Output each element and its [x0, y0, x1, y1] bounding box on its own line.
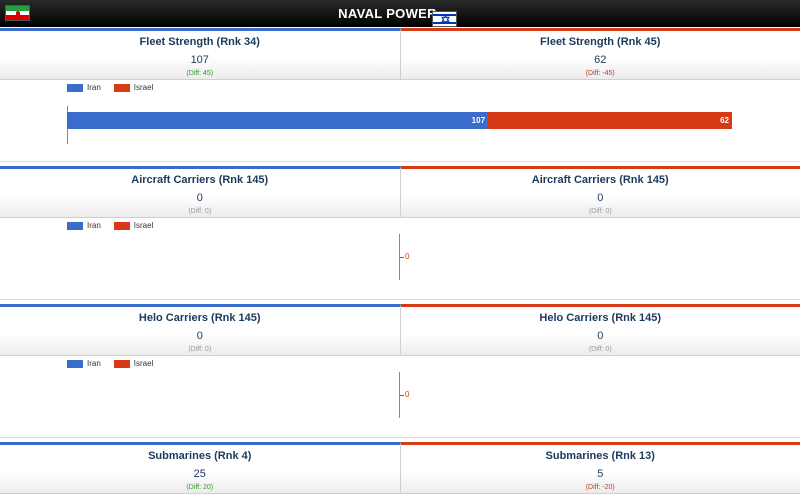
legend-swatch-israel	[113, 359, 130, 368]
page-header: NAVAL POWER	[0, 0, 800, 27]
zero-label: 0	[405, 390, 410, 399]
section-helo-carriers: Helo Carriers (Rnk 145) 0 (Diff: 0) Helo…	[0, 304, 800, 442]
stat-diff: (Diff: 0)	[588, 346, 612, 353]
stat-value: 107	[190, 54, 209, 66]
stat-value: 0	[597, 330, 604, 342]
legend-label-israel: Israel	[133, 359, 154, 368]
stat-value: 62	[594, 54, 607, 66]
legend-item-iran[interactable]: Iran	[67, 359, 101, 368]
stat-card-iran: Helo Carriers (Rnk 145) 0 (Diff: 0)	[0, 304, 401, 356]
stat-diff: (Diff: 20)	[186, 484, 214, 491]
comparison-chart: Iran Israel 0	[0, 218, 800, 300]
zero-tick	[400, 395, 404, 396]
bar-iran[interactable]: 107	[67, 112, 489, 129]
stat-card-israel: Fleet Strength (Rnk 45) 62 (Diff: -45)	[400, 28, 800, 80]
legend-item-israel[interactable]: Israel	[113, 359, 154, 368]
stat-title: Fleet Strength (Rnk 45)	[540, 36, 661, 48]
bar-israel[interactable]: 62	[488, 112, 732, 129]
comparison-chart: Iran Israel 0	[0, 356, 800, 438]
divider	[0, 299, 800, 300]
legend-swatch-israel	[113, 221, 130, 230]
stat-title: Aircraft Carriers (Rnk 145)	[531, 174, 669, 186]
stat-diff: (Diff: -45)	[585, 70, 615, 77]
legend-item-iran[interactable]: Iran	[67, 83, 101, 92]
chart-legend: Iran Israel	[67, 83, 166, 92]
legend-label-israel: Israel	[133, 221, 154, 230]
legend-item-israel[interactable]: Israel	[113, 221, 154, 230]
iran-flag-icon	[5, 5, 30, 21]
stat-value: 25	[193, 468, 206, 480]
legend-swatch-israel	[113, 83, 130, 92]
legend-item-iran[interactable]: Iran	[67, 221, 101, 230]
legend-swatch-iran	[67, 359, 83, 368]
stat-card-israel: Submarines (Rnk 13) 5 (Diff: -20)	[400, 442, 800, 494]
divider	[0, 437, 800, 438]
legend-label-iran: Iran	[87, 359, 101, 368]
stat-title: Helo Carriers (Rnk 145)	[539, 312, 662, 324]
chart-legend: Iran Israel	[67, 221, 166, 230]
section-aircraft-carriers: Aircraft Carriers (Rnk 145) 0 (Diff: 0) …	[0, 166, 800, 304]
stat-title: Submarines (Rnk 4)	[148, 450, 252, 462]
stat-title: Submarines (Rnk 13)	[545, 450, 655, 462]
bar-label-iran: 107	[471, 116, 486, 125]
legend-swatch-iran	[67, 221, 83, 230]
stat-value: 0	[196, 192, 203, 204]
legend-label-iran: Iran	[87, 83, 101, 92]
stat-value: 0	[597, 192, 604, 204]
stat-diff: (Diff: -20)	[585, 484, 615, 491]
chart-axis	[399, 372, 400, 418]
zero-tick	[400, 257, 404, 258]
stat-card-israel: Helo Carriers (Rnk 145) 0 (Diff: 0)	[400, 304, 800, 356]
stat-diff: (Diff: 0)	[588, 208, 612, 215]
page-title: NAVAL POWER	[338, 6, 437, 21]
bar-label-israel: 62	[720, 116, 729, 125]
stat-title: Helo Carriers (Rnk 145)	[138, 312, 261, 324]
stat-card-iran: Aircraft Carriers (Rnk 145) 0 (Diff: 0)	[0, 166, 401, 218]
stat-diff: (Diff: 0)	[188, 346, 212, 353]
legend-swatch-iran	[67, 83, 83, 92]
chart-axis	[399, 234, 400, 280]
divider	[0, 161, 800, 162]
stat-diff: (Diff: 0)	[188, 208, 212, 215]
stat-value: 5	[597, 468, 604, 480]
israel-flag-icon	[431, 10, 457, 27]
stat-diff: (Diff: 45)	[186, 70, 214, 77]
section-fleet-strength: Fleet Strength (Rnk 34) 107 (Diff: 45) F…	[0, 28, 800, 166]
stat-title: Aircraft Carriers (Rnk 145)	[131, 174, 269, 186]
section-submarines: Submarines (Rnk 4) 25 (Diff: 20) Submari…	[0, 442, 800, 496]
legend-item-israel[interactable]: Israel	[113, 83, 154, 92]
stat-value: 0	[196, 330, 203, 342]
legend-label-iran: Iran	[87, 221, 101, 230]
stat-card-iran: Submarines (Rnk 4) 25 (Diff: 20)	[0, 442, 401, 494]
stat-title: Fleet Strength (Rnk 34)	[139, 36, 260, 48]
comparison-chart: Iran Israel 107 62	[0, 80, 800, 162]
zero-label: 0	[405, 252, 410, 261]
stat-card-israel: Aircraft Carriers (Rnk 145) 0 (Diff: 0)	[400, 166, 800, 218]
stat-card-iran: Fleet Strength (Rnk 34) 107 (Diff: 45)	[0, 28, 401, 80]
legend-label-israel: Israel	[133, 83, 154, 92]
chart-legend: Iran Israel	[67, 359, 166, 368]
